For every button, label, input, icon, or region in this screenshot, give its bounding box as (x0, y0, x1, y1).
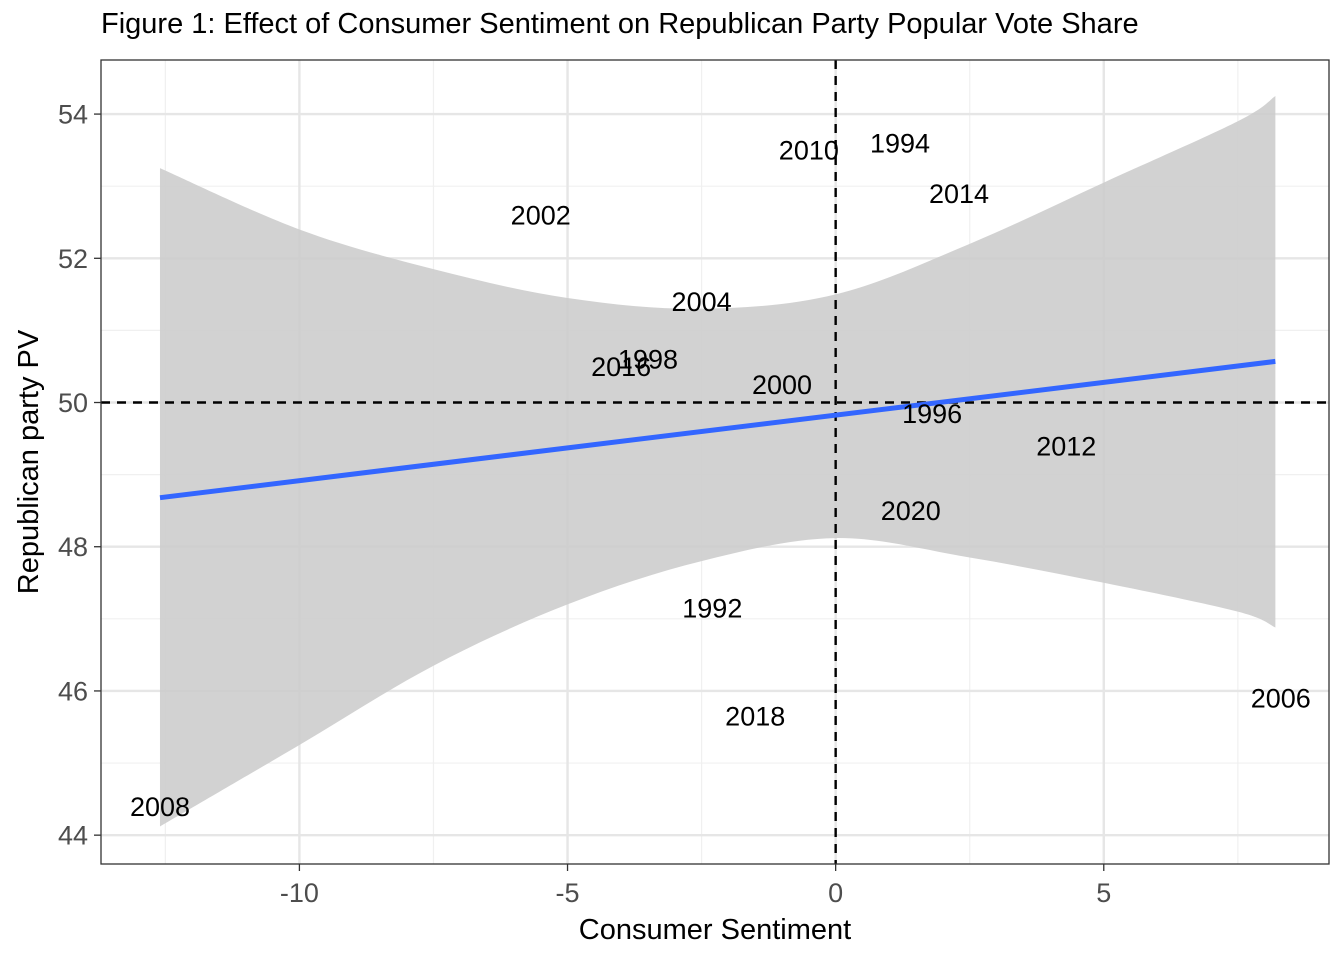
point-label-2016: 2016 (591, 352, 651, 382)
point-label-1998: 1998 (618, 345, 678, 375)
x-axis: -10 -5 0 5 (280, 864, 1111, 908)
y-tick-label: 44 (58, 821, 88, 851)
regression-line (159, 358, 1276, 501)
confidence-band (159, 96, 1276, 827)
panel-border (100, 59, 1330, 865)
point-label-1994: 1994 (870, 128, 930, 158)
x-axis-title: Consumer Sentiment (579, 914, 851, 946)
y-tick-label: 50 (58, 388, 88, 418)
point-label-2002: 2002 (511, 201, 571, 231)
point-label-2012: 2012 (1036, 431, 1096, 461)
x-tick-label: -5 (556, 878, 580, 908)
y-axis: 44 46 48 50 52 54 (58, 100, 101, 851)
x-tick-label: 5 (1096, 878, 1111, 908)
reference-lines (101, 60, 1329, 864)
y-tick-label: 52 (58, 244, 88, 274)
y-tick-label: 46 (58, 676, 88, 706)
chart-title: Figure 1: Effect of Consumer Sentiment o… (101, 8, 1139, 40)
x-tick-label: 0 (828, 878, 843, 908)
point-label-2008: 2008 (130, 792, 190, 822)
x-tick-label: -10 (280, 878, 319, 908)
point-label-1992: 1992 (682, 594, 742, 624)
point-label-2020: 2020 (881, 496, 941, 526)
point-label-2018: 2018 (725, 702, 785, 732)
point-label-2014: 2014 (929, 179, 989, 209)
point-label-2006: 2006 (1251, 684, 1311, 714)
point-label-1996: 1996 (902, 399, 962, 429)
y-axis-title: Republican party PV (13, 329, 45, 594)
y-tick-label: 48 (58, 532, 88, 562)
point-label-2010: 2010 (779, 136, 839, 166)
point-label-2000: 2000 (752, 370, 812, 400)
point-label-2004: 2004 (672, 287, 732, 317)
y-tick-label: 54 (58, 100, 88, 130)
